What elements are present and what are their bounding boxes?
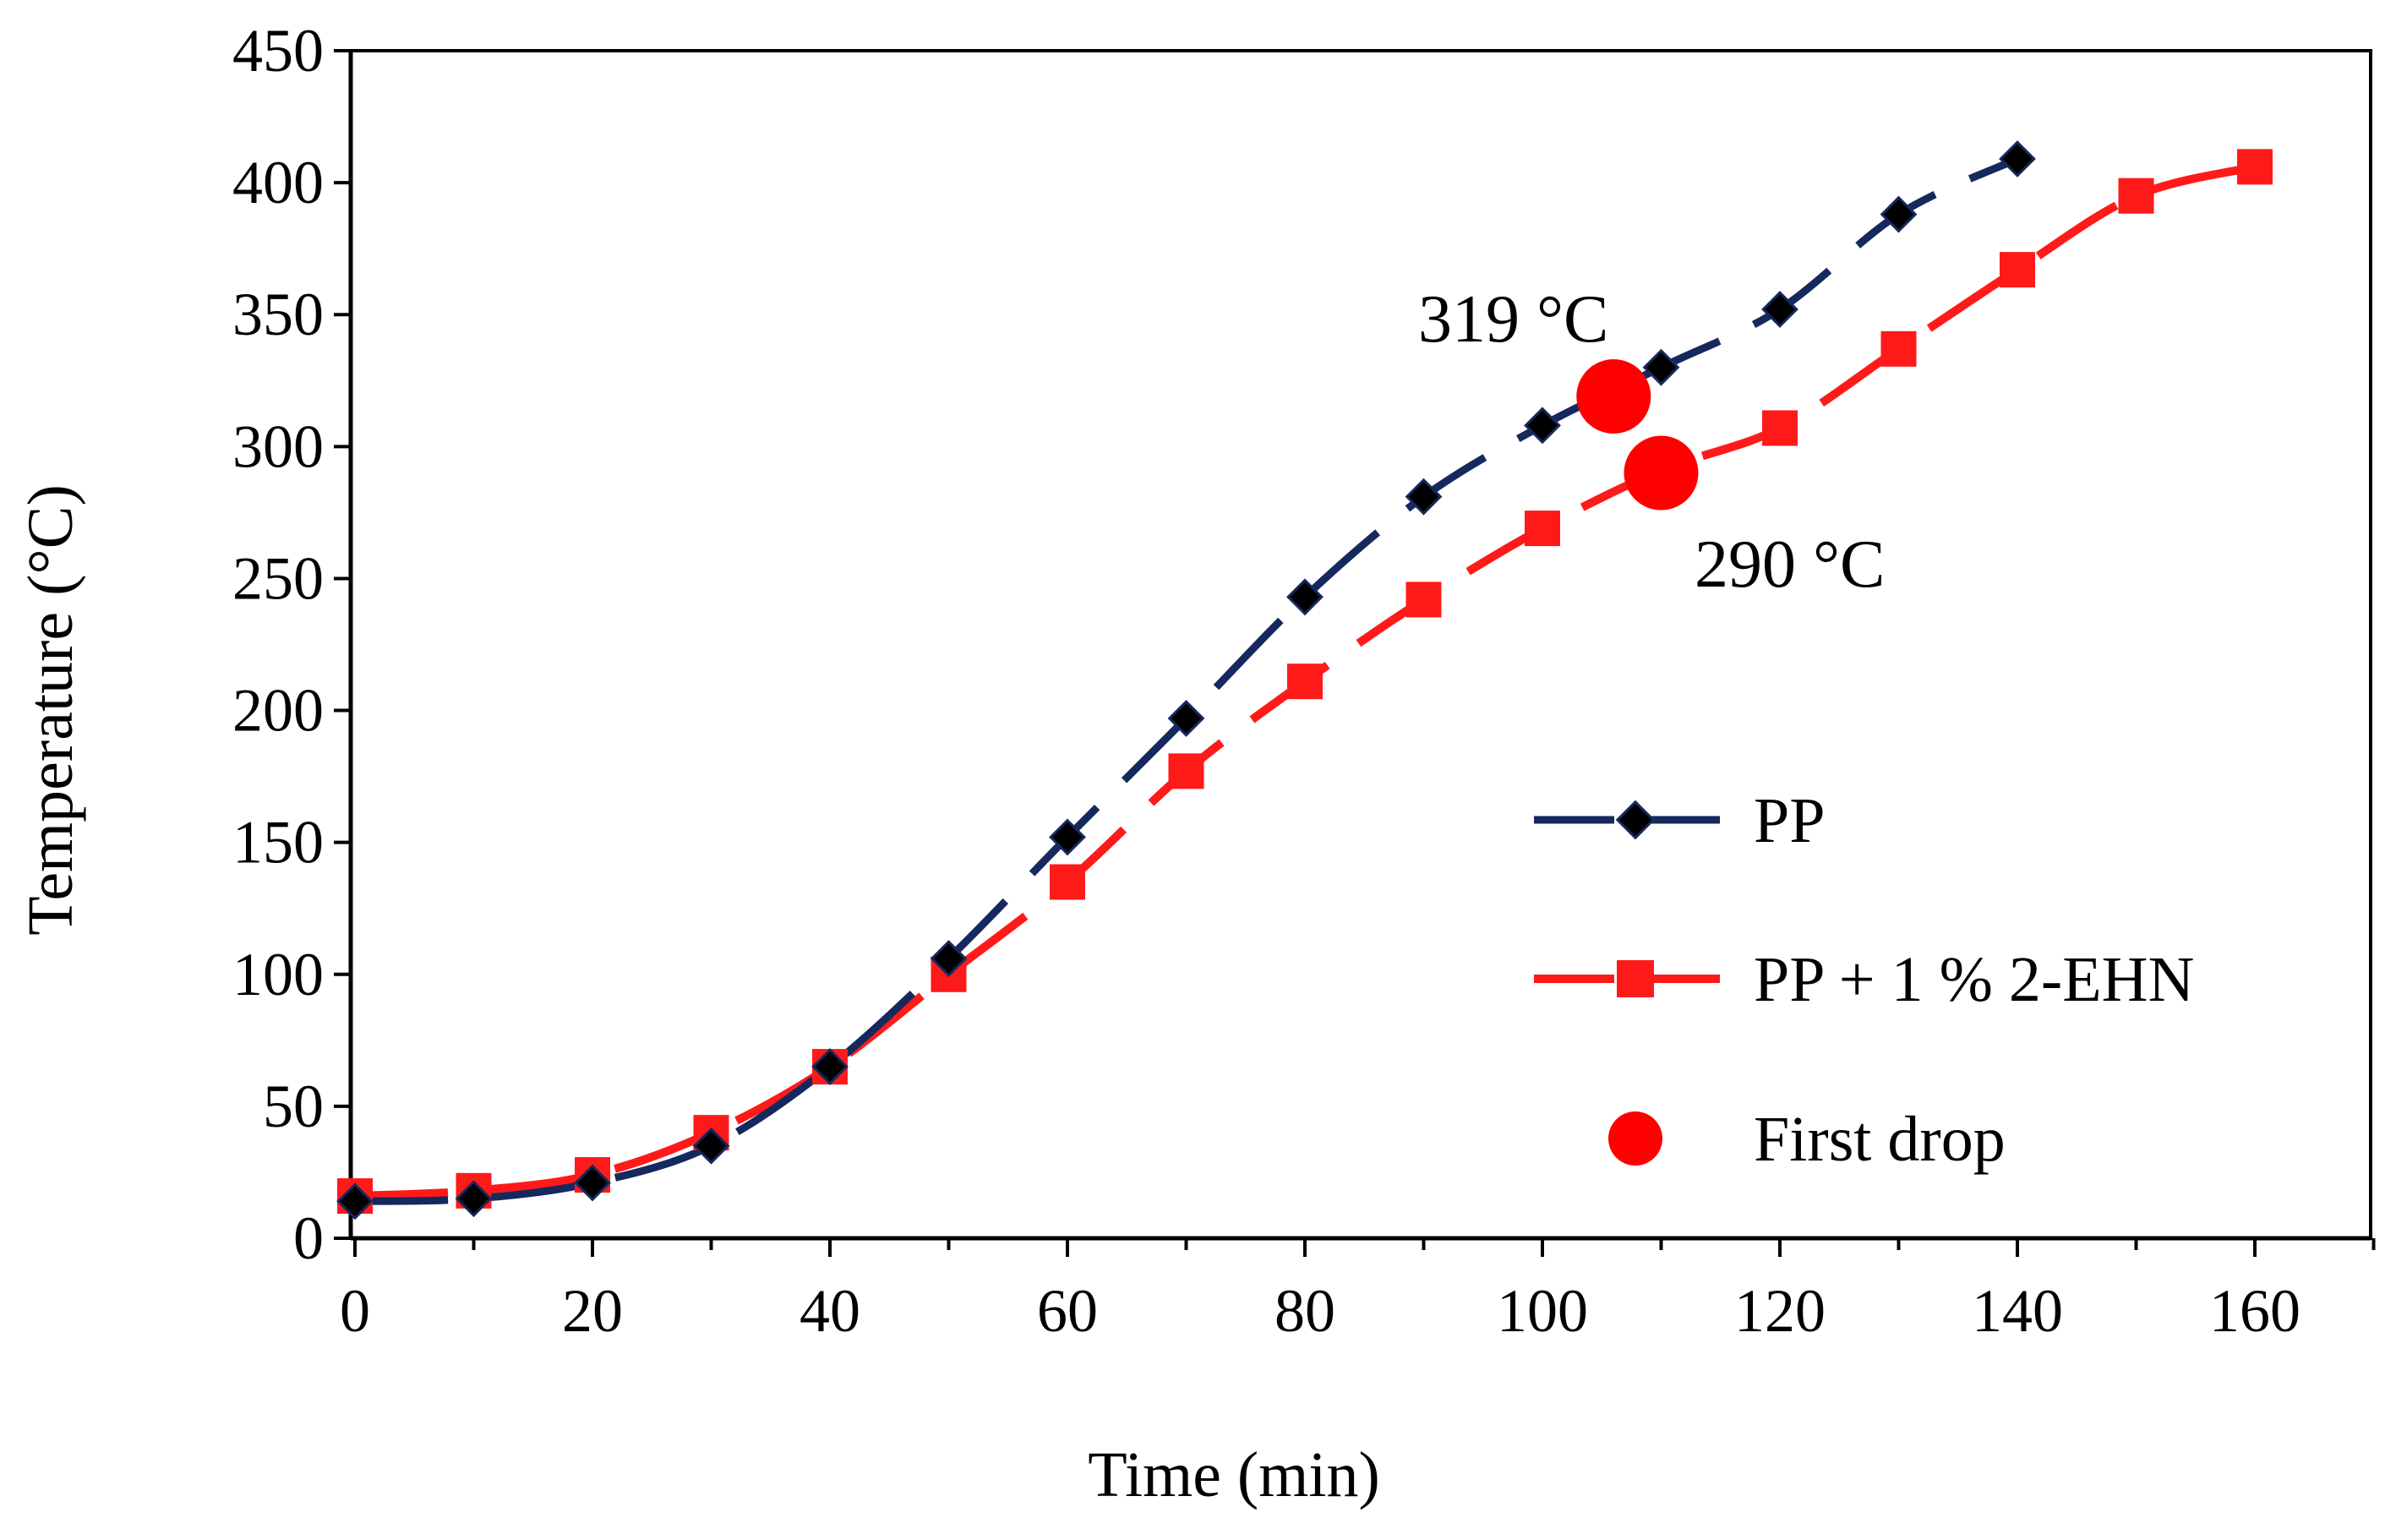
y-tick-label: 400 bbox=[232, 149, 324, 216]
legend-entry-first-drop: First drop bbox=[1608, 1104, 2006, 1175]
y-tick-label: 0 bbox=[293, 1204, 324, 1272]
y-tick-label: 200 bbox=[232, 677, 324, 745]
x-axis-label: Time (min) bbox=[1088, 1439, 1380, 1510]
x-axis: 0 20 40 60 80 100 120 140 160 bbox=[340, 1236, 2376, 1345]
y-tick-label: 350 bbox=[232, 281, 324, 348]
y-tick-label: 50 bbox=[263, 1073, 324, 1140]
point-pp-2ehn bbox=[1880, 330, 1917, 367]
x-tick-label: 100 bbox=[1497, 1277, 1588, 1345]
point-pp bbox=[1642, 348, 1680, 386]
point-pp bbox=[930, 940, 968, 977]
point-pp-2ehn bbox=[1050, 864, 1085, 900]
legend-marker-pp-2ehn bbox=[1617, 960, 1654, 997]
y-tick-label: 100 bbox=[232, 941, 324, 1008]
point-pp bbox=[1524, 407, 1561, 445]
point-pp bbox=[692, 1127, 730, 1165]
point-pp-2ehn bbox=[1287, 664, 1323, 700]
legend-entry-pp: PP bbox=[1534, 785, 1826, 856]
point-pp bbox=[574, 1164, 611, 1202]
x-tick-label: 20 bbox=[562, 1277, 623, 1345]
first-drop-point bbox=[1624, 435, 1699, 511]
legend-entry-pp-2ehn: PP + 1 % 2-EHN bbox=[1534, 944, 2194, 1015]
legend-marker-pp bbox=[1615, 800, 1656, 840]
point-pp bbox=[811, 1048, 849, 1085]
legend: PP PP + 1 % 2-EHN First drop bbox=[1534, 785, 2194, 1175]
point-pp bbox=[1761, 291, 1798, 328]
y-tick-label: 150 bbox=[232, 809, 324, 876]
point-pp bbox=[1405, 478, 1443, 516]
legend-label-pp-2ehn: PP + 1 % 2-EHN bbox=[1754, 944, 2194, 1015]
point-pp-2ehn bbox=[2118, 177, 2154, 214]
point-pp-2ehn bbox=[2000, 252, 2035, 288]
y-axis-label: Temperature (°C) bbox=[15, 484, 86, 936]
point-pp-2ehn bbox=[1525, 511, 1560, 547]
point-pp-2ehn bbox=[1168, 753, 1204, 789]
annotation-ehn-first-drop: 290 °C bbox=[1695, 527, 1885, 602]
x-tick-label: 140 bbox=[1972, 1277, 2063, 1345]
first-drop-point bbox=[1576, 359, 1651, 434]
point-pp bbox=[336, 1182, 374, 1221]
y-axis: 0 50 100 150 200 250 300 350 400 450 bbox=[232, 17, 353, 1272]
y-tick-label: 250 bbox=[232, 544, 324, 612]
point-pp bbox=[1049, 818, 1086, 856]
y-tick-label: 300 bbox=[232, 412, 324, 480]
x-tick-label: 160 bbox=[2209, 1277, 2300, 1345]
legend-label-pp: PP bbox=[1754, 785, 1826, 856]
x-tick-label: 0 bbox=[340, 1277, 370, 1345]
first-drop-layer bbox=[1576, 359, 1699, 511]
series-layer bbox=[336, 140, 2273, 1221]
point-pp-2ehn bbox=[2237, 149, 2273, 185]
point-pp bbox=[1167, 700, 1205, 737]
legend-label-first-drop: First drop bbox=[1754, 1104, 2006, 1175]
point-pp-2ehn bbox=[1762, 410, 1798, 446]
x-tick-label: 40 bbox=[800, 1277, 860, 1345]
point-pp bbox=[1999, 140, 2036, 177]
x-tick-label: 60 bbox=[1037, 1277, 1098, 1345]
x-tick-label: 80 bbox=[1274, 1277, 1335, 1345]
point-pp-2ehn bbox=[1405, 582, 1442, 618]
y-tick-label: 450 bbox=[232, 17, 324, 85]
x-tick-label: 120 bbox=[1734, 1277, 1826, 1345]
annotation-pp-first-drop: 319 °C bbox=[1418, 282, 1608, 357]
point-pp bbox=[1880, 195, 1918, 233]
point-pp bbox=[1286, 578, 1324, 616]
legend-marker-first-drop bbox=[1608, 1111, 1662, 1166]
point-pp bbox=[455, 1180, 493, 1218]
